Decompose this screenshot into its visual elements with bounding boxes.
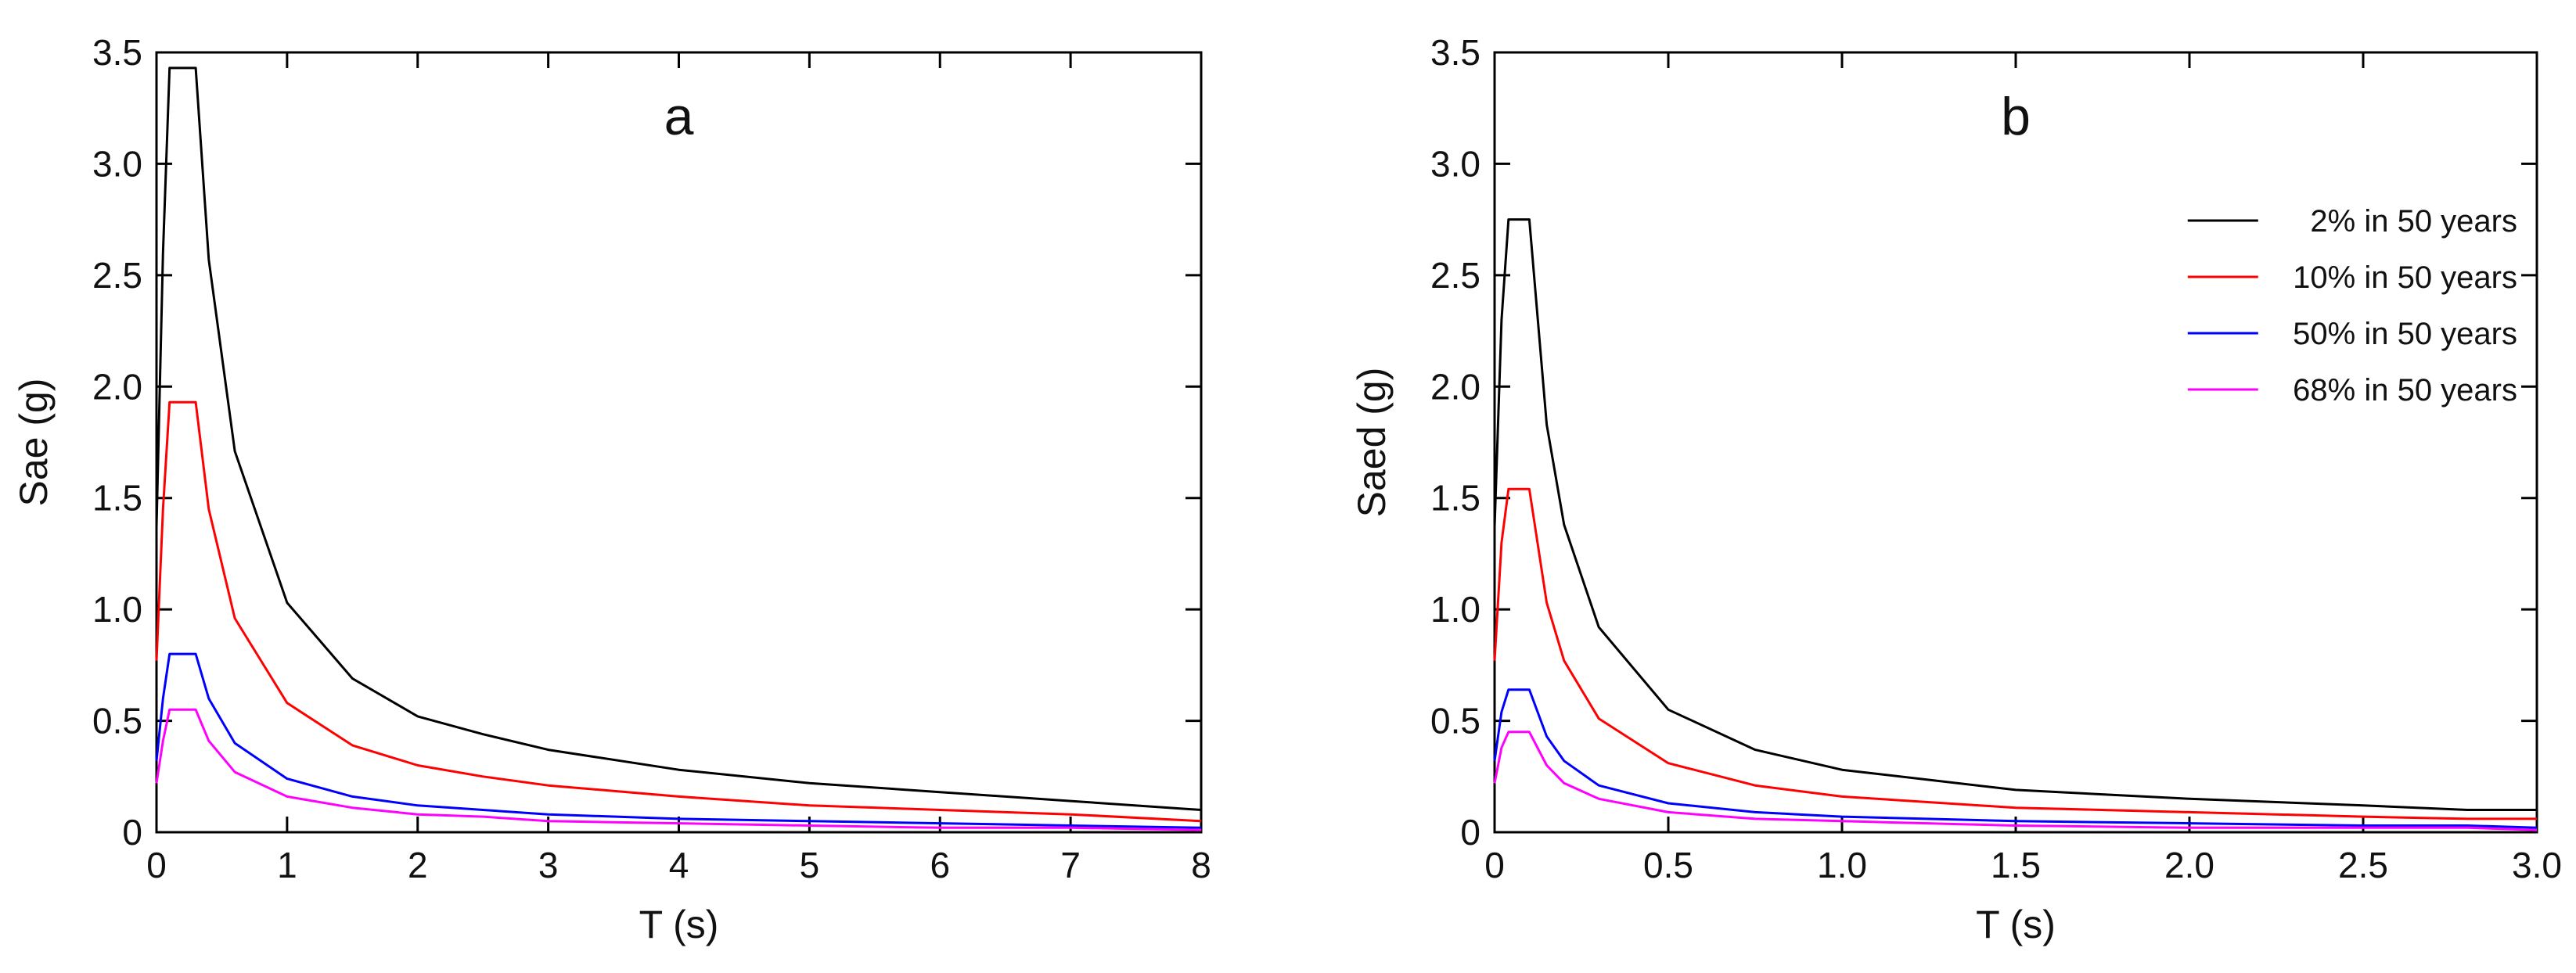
y-axis-label-b: Saed (g) — [1350, 368, 1394, 518]
y-axis-label-a: Sae (g) — [12, 379, 56, 507]
y-tick-label: 0.5 — [92, 701, 142, 741]
x-tick-label: 8 — [1191, 845, 1211, 885]
x-axis-label-b: T (s) — [1976, 903, 2056, 946]
series-line-a-3 — [155, 708, 1202, 831]
x-tick-label: 7 — [1060, 845, 1081, 885]
y-tick-label: 1.5 — [92, 478, 142, 519]
series-line-a-0 — [155, 66, 1202, 811]
y-tick-label: 1.5 — [1430, 478, 1480, 519]
legend-label: 68% in 50 years — [2293, 373, 2517, 408]
y-tick-label: 0.5 — [1430, 701, 1480, 741]
legend-label: 50% in 50 years — [2293, 317, 2517, 351]
plot-frame-a — [155, 51, 1203, 834]
y-tick-label: 2.0 — [1430, 366, 1480, 407]
x-tick-label: 2 — [408, 845, 428, 885]
legend-label: 2% in 50 years — [2310, 204, 2517, 239]
panel-label-a: a — [664, 87, 694, 146]
series-line-b-2 — [1493, 688, 2538, 829]
x-tick-label: 2.0 — [2164, 845, 2214, 885]
y-tick-label: 2.5 — [1430, 255, 1480, 296]
y-tick-label: 3.5 — [1430, 32, 1480, 73]
x-tick-label: 3 — [538, 845, 559, 885]
x-tick-label: 1.5 — [1991, 845, 2041, 885]
legend: 2% in 50 years 10% in 50 years 50% in 50 y… — [2187, 204, 2517, 408]
x-tick-label: 1 — [277, 845, 297, 885]
y-tick-label: 3.5 — [92, 32, 142, 73]
plot-frame-b — [1493, 51, 2538, 834]
panel-label-b: b — [2001, 87, 2031, 146]
y-tick-label: 0 — [1460, 812, 1480, 853]
legend-label: 10% in 50 years — [2293, 260, 2517, 295]
x-tick-label: 5 — [800, 845, 820, 885]
x-tick-label: 3.0 — [2512, 845, 2562, 885]
y-tick-label: 1.0 — [92, 589, 142, 630]
series-line-b-1 — [1493, 487, 2537, 820]
y-tick-label: 1.0 — [1430, 589, 1480, 630]
series-line-a-1 — [155, 400, 1202, 823]
y-tick-label: 3.0 — [92, 143, 142, 184]
x-tick-label: 4 — [669, 845, 689, 885]
x-tick-label: 1.0 — [1817, 845, 1867, 885]
chart-panel-b: b T (s) Saed (g) 2% in 50 years 10% in 50… — [1350, 32, 2562, 946]
series-line-a-2 — [155, 652, 1202, 829]
chart-panel-a: a T (s) Sae (g) 0 1 2 3 4 5 6 7 8 0 0.5 1.0 1.5 2.0 2.… — [12, 32, 1211, 946]
series-line-b-0 — [1493, 218, 2537, 811]
x-tick-label: 6 — [930, 845, 950, 885]
y-tick-label: 2.5 — [92, 255, 142, 296]
x-tick-label: 0.5 — [1643, 845, 1693, 885]
x-tick-label: 0 — [1484, 845, 1505, 885]
x-axis-label-a: T (s) — [639, 903, 719, 946]
y-tick-label: 0 — [122, 812, 142, 853]
y-tick-label: 3.0 — [1430, 143, 1480, 184]
x-tick-label: 0 — [146, 845, 167, 885]
y-tick-label: 2.0 — [92, 366, 142, 407]
series-line-b-3 — [1493, 731, 2538, 831]
x-tick-label: 2.5 — [2338, 845, 2388, 885]
